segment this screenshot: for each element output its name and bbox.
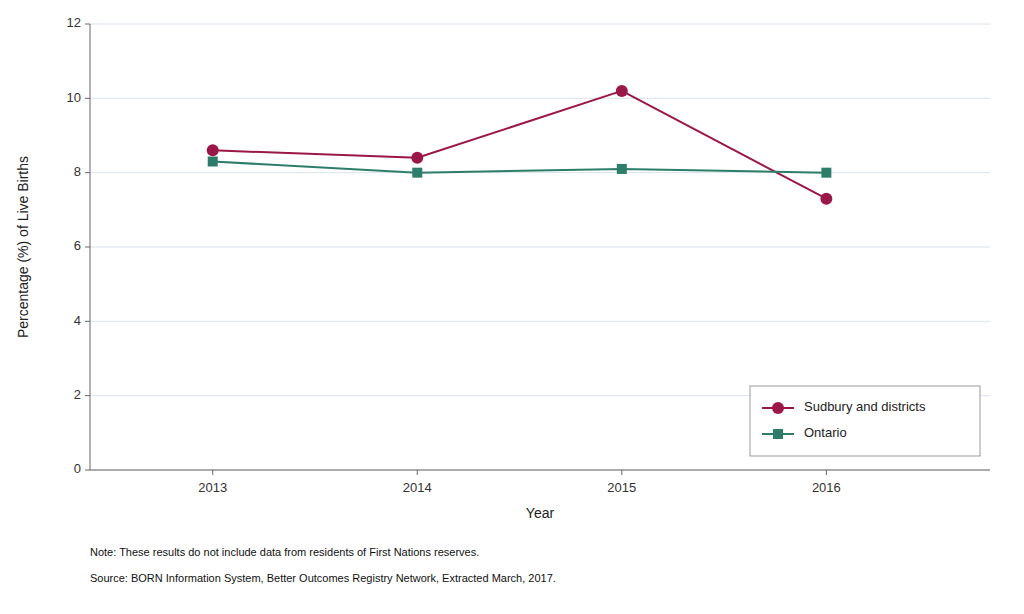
note: Note: These results do not include data … [90,546,479,558]
note: Source: BORN Information System, Better … [90,572,556,584]
tick-label: 0 [74,461,81,476]
tick [621,470,622,475]
grid-line [90,321,990,322]
marker [207,144,219,156]
tick [85,395,90,396]
tick-label: 10 [67,90,81,105]
x-axis-line [90,470,990,471]
grid-line [90,470,990,471]
tick-label: 6 [74,238,81,253]
tick [85,247,90,248]
tick-label: 2013 [198,480,227,495]
legend-marker [773,429,783,439]
tick-label: 4 [74,313,81,328]
tick [85,24,90,25]
x-axis-title: Year [526,505,555,521]
marker [617,164,627,174]
line [213,91,827,199]
tick [85,172,90,173]
grid-line [90,24,990,25]
marker [821,168,831,178]
legend-label: Ontario [804,425,847,440]
tick-label: 2016 [812,480,841,495]
y-axis: 0 2 4 6 8 10 12 [67,15,990,476]
marker [616,85,628,97]
tick-label: 2 [74,387,81,402]
marker [208,157,218,167]
chart: 0 2 4 6 8 10 12 2013 2014 2015 2016 Year Percentage … [0,0,1024,614]
tick-label: 8 [74,164,81,179]
y-axis-title: Percentage (%) of Live Births [15,156,31,338]
tick-label: 12 [67,15,81,30]
tick-label: 2014 [403,480,432,495]
marker [820,193,832,205]
legend-box [750,386,980,456]
x-axis: 2013 2014 2015 2016 [198,470,841,495]
tick-label: 2015 [607,480,636,495]
tick [85,470,90,471]
legend-label: Sudbury and districts [804,399,926,414]
tick [85,321,90,322]
legend: Sudbury and districts Ontario [750,386,980,456]
tick [417,470,418,475]
tick [212,470,213,475]
grid-line [90,98,990,99]
tick [826,470,827,475]
legend-marker [772,402,784,414]
marker [412,168,422,178]
marker [411,152,423,164]
plot-data [207,85,833,205]
tick [85,98,90,99]
grid-line [90,172,990,173]
y-axis-line [90,24,91,470]
grid-line [90,247,990,248]
line [213,162,827,173]
